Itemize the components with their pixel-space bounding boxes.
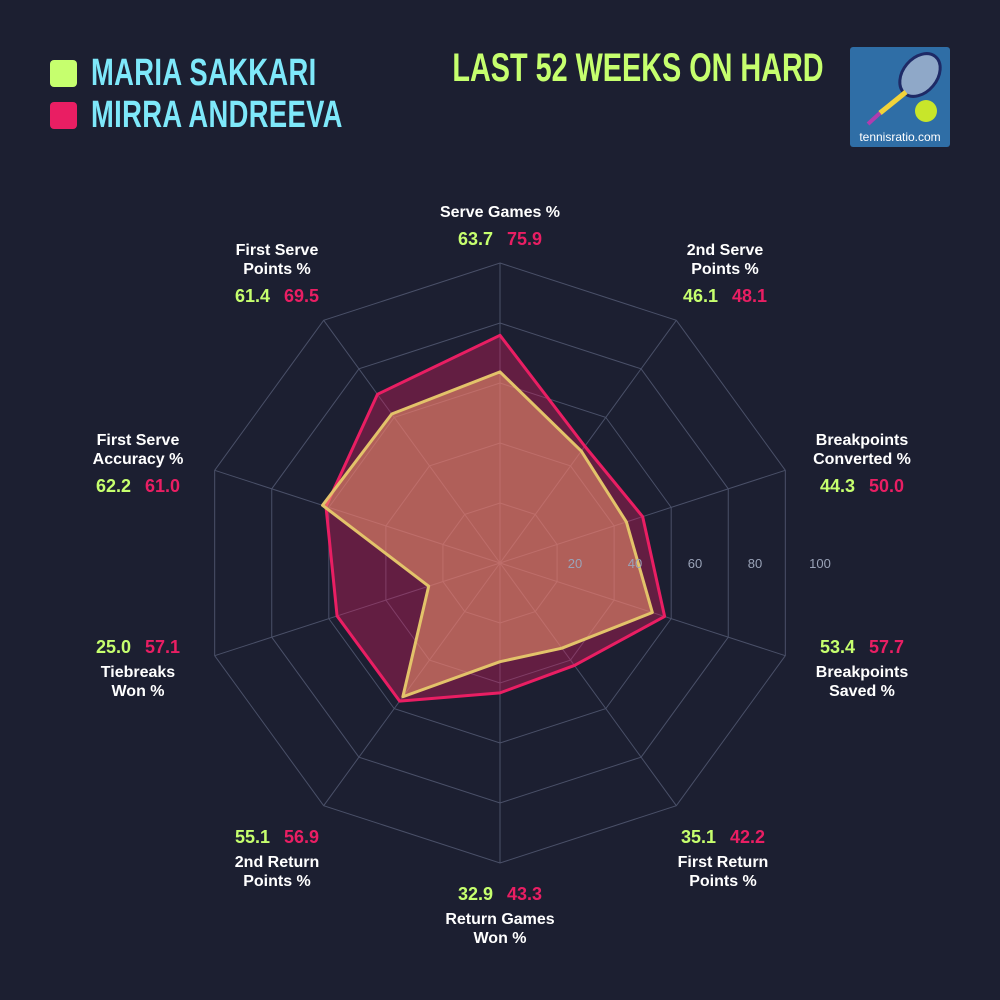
value-sakkari: 44.3 — [819, 476, 855, 496]
tick-label: 40 — [628, 556, 642, 571]
value-andreeva: 48.1 — [732, 286, 768, 306]
chart-title: LAST 52 WEEKS ON HARD — [452, 46, 824, 90]
value-andreeva: 61.0 — [145, 476, 181, 496]
axis-values: 32.9 43.3 — [400, 885, 600, 904]
value-andreeva: 43.3 — [507, 884, 543, 904]
legend-item-andreeva: MIRRA ANDREEVA — [50, 94, 441, 136]
axis-name: Tiebreaks Won % — [100, 664, 176, 700]
tennisratio-logo: tennisratio.com — [850, 47, 950, 147]
axis-values: 53.4 57.7 — [762, 638, 962, 657]
axis-label: First Serve Accuracy % 62.2 61.0 — [38, 431, 238, 504]
tick-label: 80 — [748, 556, 762, 571]
legend-label: MIRRA ANDREEVA — [91, 93, 343, 136]
racket-ball-icon — [866, 52, 942, 126]
logo-text: tennisratio.com — [859, 130, 941, 144]
axis-label: 25.0 57.1 Tiebreaks Won % — [38, 638, 238, 701]
axis-values: 62.2 61.0 — [38, 477, 238, 496]
tick-label: 20 — [568, 556, 582, 571]
axis-label: Serve Games % 63.7 75.9 — [400, 203, 600, 257]
axis-values: 61.4 69.5 — [177, 287, 377, 306]
axis-name: Return Games Won % — [445, 911, 555, 947]
value-sakkari: 35.1 — [680, 827, 716, 847]
value-andreeva: 69.5 — [284, 286, 320, 306]
axis-name: 2nd Return Points % — [234, 854, 320, 890]
axis-label: 32.9 43.3 Return Games Won % — [400, 885, 600, 948]
axis-name: Breakpoints Saved % — [815, 664, 909, 700]
axis-values: 46.1 48.1 — [625, 287, 825, 306]
value-sakkari: 62.2 — [95, 476, 131, 496]
axis-label: Breakpoints Converted % 44.3 50.0 — [762, 431, 962, 504]
axis-name: First Serve Points % — [235, 242, 319, 278]
value-sakkari: 55.1 — [234, 827, 270, 847]
axis-label: 53.4 57.7 Breakpoints Saved % — [762, 638, 962, 701]
legend-label: MARIA SAKKARI — [91, 51, 317, 94]
tick-label: 60 — [688, 556, 702, 571]
legend: MARIA SAKKARI MIRRA ANDREEVA — [50, 52, 441, 136]
axis-values: 44.3 50.0 — [762, 477, 962, 496]
axis-name: 2nd Serve Points % — [686, 242, 764, 278]
legend-item-sakkari: MARIA SAKKARI — [50, 52, 441, 94]
axis-values: 25.0 57.1 — [38, 638, 238, 657]
axis-name: Breakpoints Converted % — [813, 432, 911, 468]
value-sakkari: 61.4 — [234, 286, 270, 306]
axis-label: First Serve Points % 61.4 69.5 — [177, 241, 377, 314]
value-andreeva: 57.1 — [145, 637, 181, 657]
axis-name: First Serve Accuracy % — [92, 432, 184, 468]
value-sakkari: 25.0 — [95, 637, 131, 657]
value-andreeva: 57.7 — [869, 637, 905, 657]
value-andreeva: 75.9 — [507, 229, 543, 249]
value-andreeva: 50.0 — [869, 476, 905, 496]
value-sakkari: 32.9 — [457, 884, 493, 904]
value-sakkari: 53.4 — [819, 637, 855, 657]
axis-label: 35.1 42.2 First Return Points % — [623, 828, 823, 891]
axis-values: 55.1 56.9 — [177, 828, 377, 847]
value-andreeva: 42.2 — [730, 827, 766, 847]
axis-values: 63.7 75.9 — [400, 230, 600, 249]
legend-swatch — [50, 59, 77, 87]
axis-values: 35.1 42.2 — [623, 828, 823, 847]
series-area-sakkari — [321, 370, 654, 699]
value-sakkari: 63.7 — [457, 229, 493, 249]
axis-name: First Return Points % — [677, 854, 769, 890]
axis-label: 55.1 56.9 2nd Return Points % — [177, 828, 377, 891]
axis-label: 2nd Serve Points % 46.1 48.1 — [625, 241, 825, 314]
legend-swatch — [50, 101, 77, 129]
value-sakkari: 46.1 — [682, 286, 718, 306]
axis-name: Serve Games % — [439, 204, 561, 221]
value-andreeva: 56.9 — [284, 827, 320, 847]
tick-label: 100 — [809, 556, 831, 571]
